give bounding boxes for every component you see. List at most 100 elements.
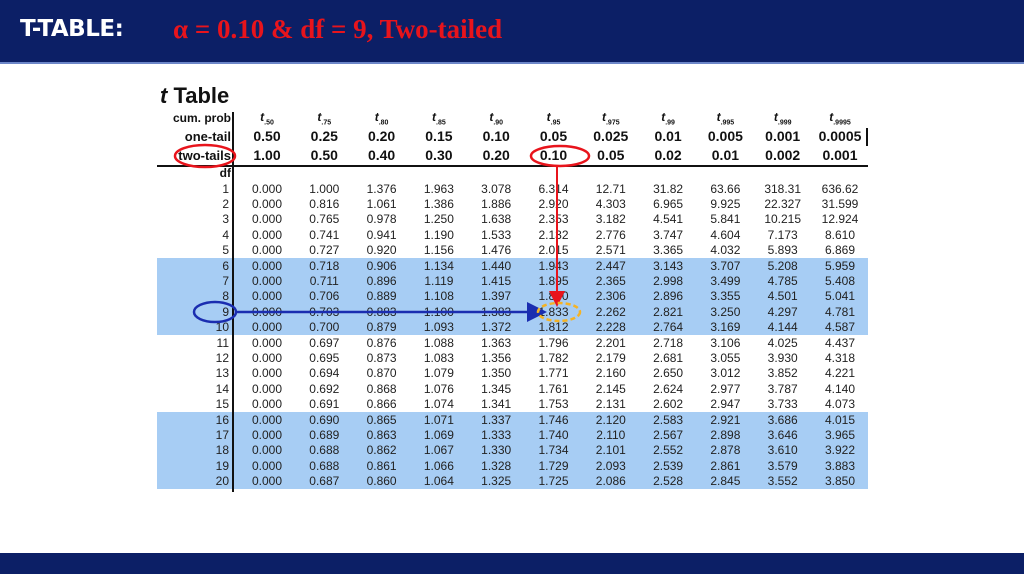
t-value-cell: 2.306: [595, 289, 626, 304]
t-value-cell: 3.646: [767, 427, 798, 442]
highlight-band: [157, 426, 868, 443]
t-value-cell: 2.160: [595, 366, 626, 381]
two-tails-value: 1.00: [253, 147, 281, 163]
df-cell: 1: [222, 181, 229, 196]
t-value-cell: 5.408: [824, 273, 856, 288]
t-value-cell: 3.078: [481, 181, 512, 196]
t-value-cell: 0.896: [366, 273, 397, 288]
t-value-cell: 1.740: [538, 427, 569, 442]
t-value-cell: 5.208: [767, 258, 798, 273]
cum-prob-header: t.75: [317, 110, 332, 127]
t-value-cell: 0.697: [309, 335, 340, 350]
df-cell: 20: [215, 474, 229, 489]
cum-prob-header: t.975: [601, 110, 620, 127]
t-value-cell: 4.025: [767, 335, 798, 350]
t-value-cell: 2.898: [710, 427, 741, 442]
t-value-cell: 3.686: [767, 412, 798, 427]
t-value-cell: 1.074: [423, 397, 454, 412]
t-value-cell: 1.108: [423, 289, 454, 304]
table-row: 18 0.000 0.688 0.862 1.067 1.330 1.734 2.101 2.5…: [157, 442, 868, 457]
df-cell: 11: [216, 335, 229, 350]
table-title: t Table: [160, 83, 229, 109]
highlight-band: [157, 473, 868, 489]
t-value-cell: 5.959: [824, 258, 856, 273]
t-value-cell: 0.000: [251, 196, 283, 211]
t-value-cell: 1.000: [309, 181, 340, 196]
one-tail-value: 0.50: [253, 128, 281, 144]
table-row: 19 0.000 0.688 0.861 1.066 1.328 1.729 2.093 2.5…: [157, 458, 868, 473]
footer-bar: [0, 553, 1024, 574]
t-value-cell: 0.863: [366, 427, 397, 442]
table-row: 14 0.000 0.692 0.868 1.076 1.345 1.761 2.145 2.6…: [157, 381, 868, 396]
t-value-cell: 3.850: [824, 474, 856, 489]
df-cell: 8: [222, 289, 229, 304]
t-value-cell: 2.228: [595, 320, 626, 335]
t-value-cell: 1.761: [538, 381, 569, 396]
t-value-cell: 0.000: [251, 412, 283, 427]
t-value-cell: 0.690: [309, 412, 340, 427]
t-value-cell: 0.879: [366, 320, 397, 335]
label-cum-prob: cum. prob: [172, 111, 231, 125]
t-value-cell: 2.567: [653, 427, 684, 442]
t-value-cell: 1.341: [481, 397, 512, 412]
t-value-cell: 4.604: [710, 227, 741, 242]
t-value-cell: 0.706: [309, 289, 340, 304]
t-value-cell: 4.015: [824, 412, 856, 427]
t-value-cell: 0.978: [366, 212, 397, 227]
t-value-cell: 4.144: [767, 320, 798, 335]
t-value-cell: 2.131: [595, 397, 626, 412]
table-vertical-rule: [232, 112, 234, 492]
table-row: 10 0.000 0.700 0.879 1.093 1.372 1.812 2.228 2.7…: [157, 319, 868, 334]
t-value-cell: 4.032: [710, 243, 741, 258]
t-value-cell: 12.924: [821, 212, 859, 227]
t-value-cell: 0.692: [309, 381, 340, 396]
t-value-cell: 0.689: [309, 427, 340, 442]
t-value-cell: 2.718: [653, 335, 684, 350]
t-value-cell: 3.579: [767, 458, 798, 473]
df-cell: 12: [215, 350, 229, 365]
df-cell: 2: [222, 196, 229, 211]
t-value-cell: 0.862: [366, 443, 397, 458]
t-value-cell: 1.079: [423, 366, 454, 381]
highlight-band: [157, 411, 868, 428]
t-value-cell: 0.700: [309, 320, 340, 335]
t-value-cell: 2.132: [538, 227, 569, 242]
df-cell: 6: [222, 258, 229, 273]
t-value-cell: 1.333: [481, 427, 512, 442]
one-tail-value: 0.0005: [818, 128, 862, 144]
t-value-cell: 1.746: [538, 412, 569, 427]
df-cell: 17: [215, 427, 229, 442]
t-value-cell: 3.365: [653, 243, 684, 258]
cum-prob-header: t.999: [773, 110, 792, 127]
t-value-cell: 2.353: [538, 212, 569, 227]
df-cell: 7: [222, 273, 229, 288]
t-value-cell: 63.66: [710, 181, 741, 196]
t-value-cell: 2.179: [595, 350, 626, 365]
t-value-cell: 2.650: [653, 366, 684, 381]
t-value-cell: 0.000: [251, 381, 283, 396]
t-value-cell: 1.386: [423, 196, 454, 211]
table-row: 4 0.000 0.741 0.941 1.190 1.533 2.132 2.776 3.74…: [157, 227, 868, 242]
t-value-cell: 1.771: [538, 366, 569, 381]
two-tails-value: 0.001: [822, 147, 858, 163]
t-value-cell: 0.000: [251, 427, 283, 442]
t-value-cell: 0.711: [309, 273, 339, 288]
two-tails-value: 0.20: [482, 147, 510, 163]
result-circle: [536, 301, 582, 323]
t-value-cell: 0.865: [366, 412, 397, 427]
t-value-cell: 31.82: [653, 181, 684, 196]
cum-prob-header: t.95: [546, 110, 561, 127]
t-value-cell: 2.776: [595, 227, 626, 242]
t-value-cell: 2.921: [710, 412, 741, 427]
t-value-cell: 1.156: [423, 243, 454, 258]
t-value-cell: 1.345: [481, 381, 512, 396]
t-value-cell: 8.610: [824, 227, 856, 242]
t-value-cell: 1.250: [423, 212, 454, 227]
t-value-cell: 6.314: [538, 181, 569, 196]
t-value-cell: 0.860: [366, 474, 397, 489]
one-tail-value: 0.01: [654, 128, 682, 144]
table-row: 17 0.000 0.689 0.863 1.069 1.333 1.740 2.110 2.5…: [157, 427, 868, 442]
t-value-cell: 1.397: [481, 289, 512, 304]
t-value-cell: 0.000: [251, 289, 283, 304]
t-value-cell: 0.906: [366, 258, 397, 273]
